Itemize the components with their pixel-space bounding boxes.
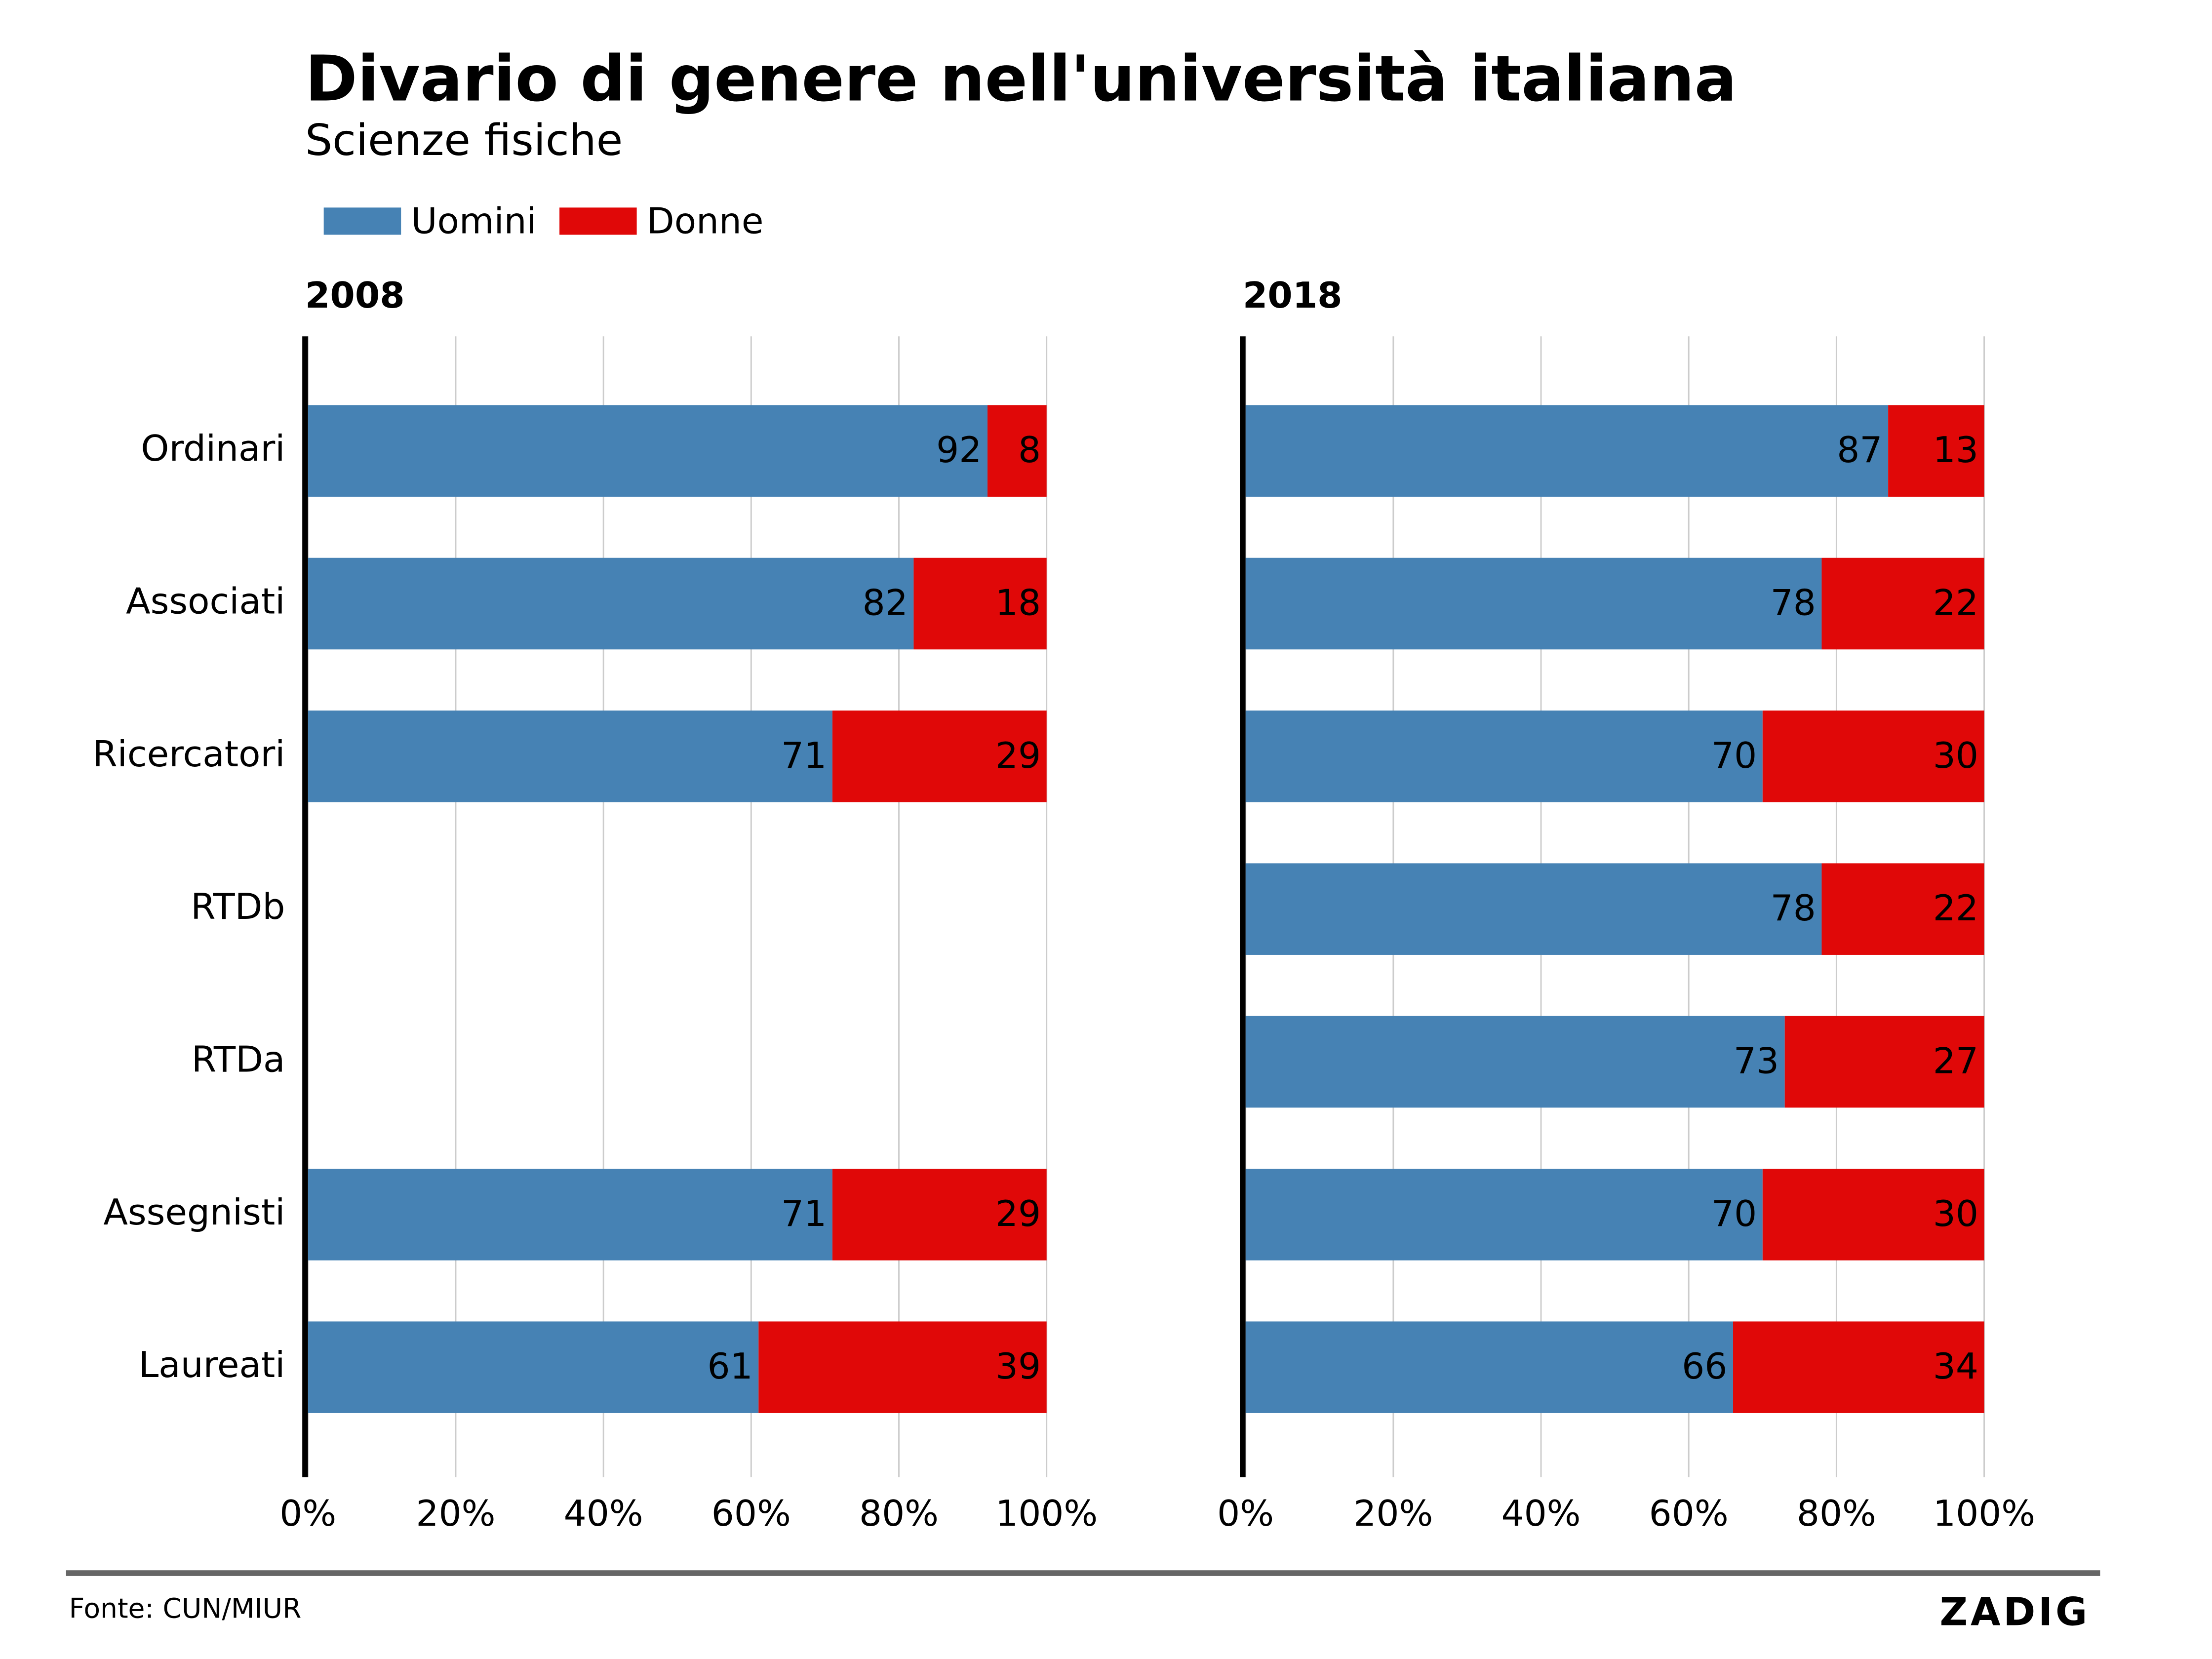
x-tick-label: 20% xyxy=(1353,1493,1433,1535)
value-label: 66 xyxy=(1682,1346,1727,1387)
bar-segment xyxy=(1245,405,1889,497)
value-label: 39 xyxy=(995,1346,1041,1387)
value-label: 70 xyxy=(1711,735,1757,777)
value-label: 87 xyxy=(1837,430,1882,471)
x-tick-label: 20% xyxy=(416,1493,495,1535)
bar-segment xyxy=(1245,1016,1785,1108)
bar-segment xyxy=(988,405,1047,497)
bar-segment xyxy=(832,1169,1047,1261)
bar-segment xyxy=(308,1321,759,1413)
bar-segment xyxy=(1821,557,1984,650)
bar-segment xyxy=(308,711,832,802)
bar-segment xyxy=(1245,1321,1733,1413)
x-tick-label: 40% xyxy=(564,1493,643,1535)
value-label: 29 xyxy=(995,1193,1041,1235)
x-tick-label: 80% xyxy=(859,1493,939,1535)
bar-segment xyxy=(308,405,988,497)
legend-swatch xyxy=(559,207,637,235)
y-tick-label: Assegnisti xyxy=(103,1192,285,1233)
x-tick-label: 0% xyxy=(1217,1493,1274,1535)
bar-segment xyxy=(1888,405,1984,497)
y-tick-label: Laureati xyxy=(139,1344,285,1386)
panel-title: 2018 xyxy=(1243,275,1343,316)
value-label: 30 xyxy=(1933,1193,1978,1235)
value-label: 92 xyxy=(936,430,982,471)
value-label: 30 xyxy=(1933,735,1978,777)
value-label: 70 xyxy=(1711,1193,1757,1235)
value-label: 18 xyxy=(995,582,1041,624)
y-tick-label: Associati xyxy=(126,581,285,623)
x-tick-label: 80% xyxy=(1797,1493,1876,1535)
legend-swatch xyxy=(323,207,401,235)
value-label: 78 xyxy=(1771,582,1816,624)
bar-segment xyxy=(758,1321,1047,1413)
value-label: 29 xyxy=(995,735,1041,777)
value-label: 61 xyxy=(707,1346,752,1387)
x-tick-label: 100% xyxy=(995,1493,1098,1535)
logo: ZADIG xyxy=(1939,1590,2090,1635)
value-label: 71 xyxy=(781,735,827,777)
value-label: 22 xyxy=(1933,888,1978,929)
x-tick-label: 0% xyxy=(279,1493,336,1535)
bar-segment xyxy=(308,557,914,650)
subtitle: Scienze fisiche xyxy=(305,115,623,165)
x-tick-label: 40% xyxy=(1501,1493,1580,1535)
bar-segment xyxy=(1784,1016,1984,1108)
bar-segment xyxy=(1821,863,1984,955)
value-label: 71 xyxy=(781,1193,827,1235)
bar-segment xyxy=(1245,557,1822,650)
bar-segment xyxy=(1245,711,1763,802)
x-tick-label: 60% xyxy=(1649,1493,1729,1535)
bar-segment xyxy=(1762,711,1984,802)
bar-segment xyxy=(832,711,1047,802)
bar-segment xyxy=(1245,1169,1763,1261)
legend-label: Donne xyxy=(647,200,764,242)
y-tick-label: RTDb xyxy=(191,886,285,928)
bar-segment xyxy=(913,557,1047,650)
source: Fonte: CUN/MIUR xyxy=(69,1593,302,1624)
value-label: 27 xyxy=(1933,1040,1978,1082)
bar-segment xyxy=(308,1169,832,1261)
x-tick-label: 100% xyxy=(1933,1493,2035,1535)
value-label: 82 xyxy=(863,582,908,624)
value-label: 78 xyxy=(1771,888,1816,929)
panel-title: 2008 xyxy=(305,275,405,316)
x-tick-label: 60% xyxy=(711,1493,791,1535)
value-label: 34 xyxy=(1933,1346,1978,1387)
value-label: 13 xyxy=(1933,430,1978,471)
y-tick-label: RTDa xyxy=(192,1039,285,1081)
legend-label: Uomini xyxy=(411,200,537,242)
page-title: Divario di genere nell'università italia… xyxy=(305,42,1737,116)
value-label: 8 xyxy=(1018,430,1041,471)
y-tick-label: Ordinari xyxy=(141,428,285,470)
value-label: 73 xyxy=(1734,1040,1779,1082)
value-label: 22 xyxy=(1933,582,1978,624)
bar-segment xyxy=(1762,1169,1984,1261)
y-tick-label: Ricercatori xyxy=(92,734,285,775)
bar-segment xyxy=(1733,1321,1984,1413)
bar-segment xyxy=(1245,863,1822,955)
